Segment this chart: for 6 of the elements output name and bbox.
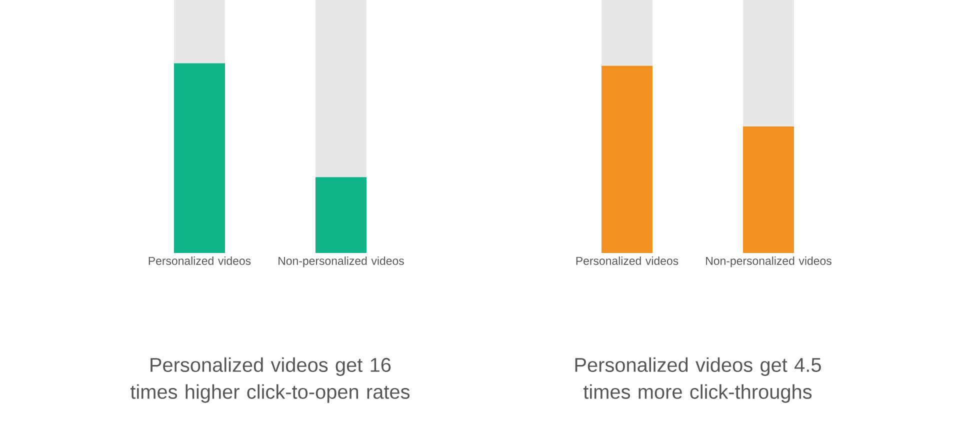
x-tick-label: Personalized videos [576,256,678,265]
text: Personalized videos get 4.5 times more click-throughs [575,357,821,403]
x-tick-label: Non-personalized videos [278,256,404,268]
x-tick-label: Non-personalized videos [706,256,832,268]
text: Personalized videos get 16 times higher click-to-open rates [130,357,410,403]
x-tick-label: Personalized videos [148,256,251,265]
